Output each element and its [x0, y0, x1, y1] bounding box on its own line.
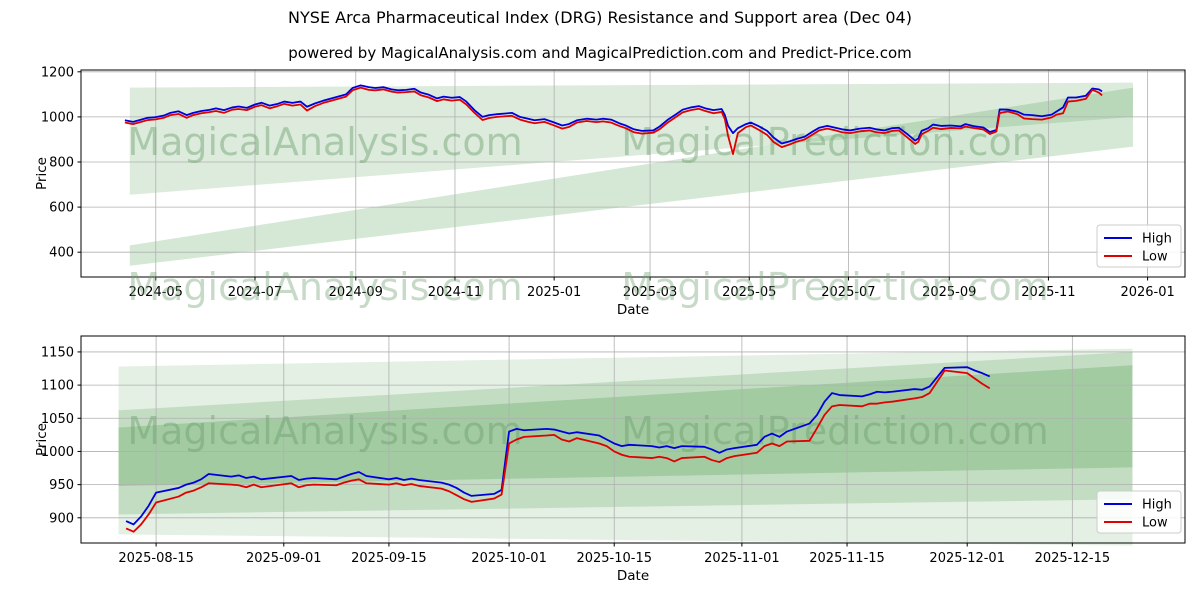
x-tick-label: 2025-11-01	[704, 551, 780, 566]
band-area	[129, 82, 1133, 195]
x-tick-label: 2024-05	[129, 285, 183, 300]
y-tick-label: 1100	[41, 379, 74, 394]
y-tick-label: 1050	[41, 412, 74, 427]
x-tick-label: 2025-09	[922, 285, 976, 300]
y-tick-label: 1200	[41, 65, 74, 80]
x-axis-label: Date	[617, 568, 649, 584]
x-tick-label: 2024-09	[329, 285, 383, 300]
subplot-recent-detail: MagicalAnalysis.com MagicalPrediction.com…	[34, 335, 1186, 584]
high-series-line	[125, 366, 991, 526]
y-tick-label: 950	[49, 478, 74, 493]
legend-label-high: High	[1142, 232, 1172, 247]
legend: High Low	[1096, 490, 1182, 534]
x-tick-label: 2025-01	[527, 285, 581, 300]
legend-label-high: High	[1142, 498, 1172, 513]
legend-label-low: Low	[1142, 516, 1168, 531]
plot-border	[80, 335, 1186, 544]
y-axis-label: Price	[34, 423, 50, 456]
watermark-text: MagicalPrediction.com	[621, 120, 1049, 164]
x-tick-label: 2025-09-01	[246, 551, 322, 566]
band-area	[118, 348, 1133, 546]
x-tick-label: 2025-09-15	[351, 551, 427, 566]
band-area	[118, 365, 1133, 486]
watermark-text: MagicalAnalysis.com	[127, 265, 522, 309]
y-tick-label: 600	[49, 201, 74, 216]
x-tick-label: 2025-12-15	[1035, 551, 1111, 566]
x-tick-label: 2025-05	[722, 285, 776, 300]
figure-subtitle: powered by MagicalAnalysis.com and Magic…	[288, 44, 912, 62]
x-tick-label: 2025-07	[821, 285, 875, 300]
y-tick-label: 800	[49, 156, 74, 171]
x-tick-label: 2025-10-15	[576, 551, 652, 566]
x-tick-label: 2026-01	[1120, 285, 1174, 300]
x-tick-label: 2025-10-01	[471, 551, 547, 566]
plot-border	[80, 69, 1186, 278]
high-series-line	[124, 84, 1103, 145]
y-tick-label: 1150	[41, 345, 74, 360]
x-tick-label: 2025-03	[623, 285, 677, 300]
x-tick-label: 2025-11	[1021, 285, 1075, 300]
y-axis-label: Price	[34, 157, 50, 190]
x-tick-label: 2025-08-15	[118, 551, 194, 566]
figure-title: NYSE Arca Pharmaceutical Index (DRG) Res…	[288, 8, 912, 27]
x-tick-label: 2025-12-01	[929, 551, 1005, 566]
y-tick-label: 400	[49, 246, 74, 261]
legend-label-low: Low	[1142, 250, 1168, 265]
y-tick-label: 900	[49, 511, 74, 526]
x-tick-label: 2024-11	[428, 285, 482, 300]
watermark-text: MagicalAnalysis.com	[127, 120, 522, 164]
watermark-text: MagicalAnalysis.com	[127, 409, 522, 453]
y-tick-label: 1000	[41, 445, 74, 460]
low-series-line	[124, 86, 1103, 156]
watermark-text: MagicalPrediction.com	[621, 265, 1049, 309]
subplot-full-history: MagicalAnalysis.com MagicalPrediction.com…	[34, 65, 1186, 318]
x-tick-label: 2024-07	[228, 285, 282, 300]
x-axis-label: Date	[617, 302, 649, 318]
y-tick-label: 1000	[41, 110, 74, 125]
legend: High Low	[1096, 224, 1182, 268]
low-series-line	[125, 369, 991, 533]
x-tick-label: 2025-11-15	[809, 551, 885, 566]
